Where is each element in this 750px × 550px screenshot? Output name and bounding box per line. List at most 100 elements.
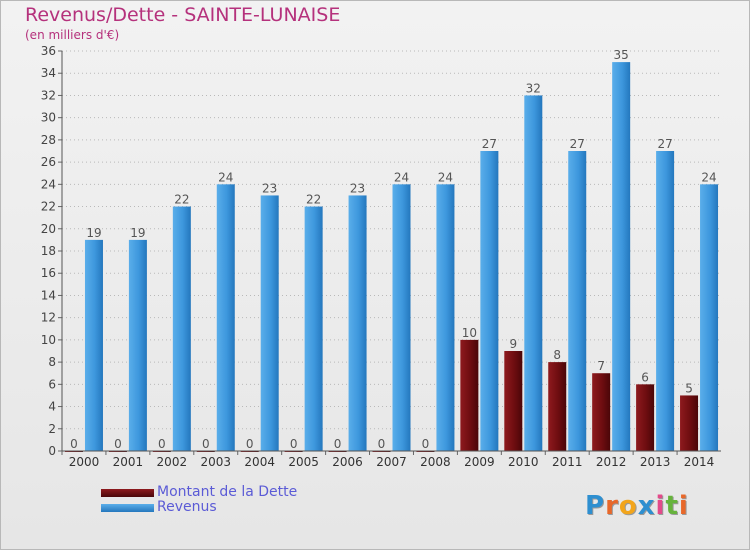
bars: 0 19 0 19 0 22 0 24 0 23 0 22 0 23 0 24 0 24 10 27 9 32 8 27 7 35… <box>64 48 719 452</box>
data-label-dette: 10 <box>462 326 477 340</box>
data-label-revenus: 24 <box>701 170 716 184</box>
bar-revenus <box>172 206 191 451</box>
y-tick-label: 30 <box>41 111 56 125</box>
bar-revenus <box>524 95 543 451</box>
y-tick-label: 22 <box>41 200 56 214</box>
bar-revenus <box>260 195 279 451</box>
x-tick-label: 2002 <box>157 455 188 469</box>
bar-revenus <box>216 184 235 452</box>
y-tick-label: 6 <box>48 377 56 391</box>
x-tick-label: 2010 <box>508 455 539 469</box>
bar-dette <box>636 384 655 451</box>
data-label-dette: 0 <box>290 437 298 451</box>
x-tick-label: 2007 <box>376 455 407 469</box>
data-label-revenus: 22 <box>174 193 189 207</box>
logo-letter: o <box>618 491 638 521</box>
bar-revenus <box>700 184 719 452</box>
data-label-dette: 0 <box>246 437 254 451</box>
y-tick-label: 12 <box>41 311 56 325</box>
legend-swatch-dette <box>101 489 154 497</box>
bar-dette <box>460 339 479 451</box>
x-tick-label: 2014 <box>684 455 715 469</box>
y-tick-label: 14 <box>41 288 56 302</box>
proxiti-logo: Proxiti <box>585 491 689 521</box>
y-tick-label: 20 <box>41 222 56 236</box>
x-tick-label: 2012 <box>596 455 627 469</box>
x-tick-label: 2001 <box>113 455 144 469</box>
y-tick-label: 4 <box>48 400 56 414</box>
data-label-dette: 0 <box>378 437 386 451</box>
data-label-revenus: 27 <box>570 137 585 151</box>
data-label-revenus: 19 <box>130 226 145 240</box>
data-label-revenus: 24 <box>438 170 453 184</box>
bar-revenus <box>612 62 631 451</box>
data-label-revenus: 23 <box>262 181 277 195</box>
data-label-revenus: 32 <box>526 81 541 95</box>
x-tick-label: 2013 <box>640 455 671 469</box>
data-label-revenus: 27 <box>657 137 672 151</box>
data-label-dette: 0 <box>114 437 122 451</box>
data-label-dette: 0 <box>202 437 210 451</box>
y-tick-label: 36 <box>41 44 56 58</box>
data-label-dette: 0 <box>158 437 166 451</box>
y-tick-label: 8 <box>48 355 56 369</box>
logo-letter: i <box>678 491 689 521</box>
data-label-revenus: 19 <box>86 226 101 240</box>
bar-dette <box>548 362 567 451</box>
x-tick-label: 2006 <box>332 455 363 469</box>
logo-letter: i <box>655 491 666 521</box>
x-tick-label: 2011 <box>552 455 583 469</box>
bar-revenus <box>348 195 367 451</box>
bar-revenus <box>304 206 323 451</box>
y-tick-label: 34 <box>41 66 56 80</box>
bar-revenus <box>480 151 499 451</box>
logo-letter: t <box>665 491 679 521</box>
logo-letter: x <box>637 491 656 521</box>
bar-revenus <box>128 239 147 451</box>
chart-title: Revenus/Dette - SAINTE-LUNAISE <box>25 4 341 26</box>
data-label-revenus: 23 <box>350 181 365 195</box>
bar-revenus <box>568 151 587 451</box>
data-label-revenus: 24 <box>218 170 233 184</box>
y-tick-label: 16 <box>41 266 56 280</box>
data-label-revenus: 35 <box>614 48 629 62</box>
bar-dette <box>680 395 699 451</box>
data-label-revenus: 27 <box>482 137 497 151</box>
y-tick-label: 24 <box>41 177 56 191</box>
x-tick-label: 2009 <box>464 455 495 469</box>
y-tick-label: 10 <box>41 333 56 347</box>
x-tick-label: 2000 <box>69 455 100 469</box>
logo-letter: P <box>585 491 606 521</box>
legend-label-revenus: Revenus <box>157 499 217 515</box>
bar-dette <box>504 351 523 451</box>
chart-subtitle: (en milliers d'€) <box>25 28 120 42</box>
x-tick-label: 2003 <box>200 455 231 469</box>
bar-revenus <box>392 184 411 452</box>
x-tick-label: 2008 <box>420 455 451 469</box>
bar-revenus <box>436 184 455 452</box>
data-label-revenus: 24 <box>394 170 409 184</box>
data-label-dette: 9 <box>509 337 517 351</box>
y-tick-label: 32 <box>41 88 56 102</box>
logo-letter: r <box>605 491 619 521</box>
legend-swatch-revenus <box>101 504 154 512</box>
data-label-dette: 0 <box>70 437 78 451</box>
bar-dette <box>592 373 611 451</box>
legend-label-dette: Montant de la Dette <box>157 484 298 500</box>
x-tick-label: 2004 <box>244 455 275 469</box>
y-tick-label: 18 <box>41 244 56 258</box>
y-tick-label: 2 <box>48 422 56 436</box>
data-label-dette: 6 <box>641 370 649 384</box>
y-tick-label: 26 <box>41 155 56 169</box>
data-label-dette: 8 <box>553 348 561 362</box>
data-label-dette: 5 <box>685 381 693 395</box>
bar-revenus <box>656 151 675 451</box>
data-label-dette: 0 <box>334 437 342 451</box>
data-label-dette: 7 <box>597 359 605 373</box>
x-tick-label: 2005 <box>288 455 319 469</box>
y-tick-label: 28 <box>41 133 56 147</box>
data-label-revenus: 22 <box>306 193 321 207</box>
